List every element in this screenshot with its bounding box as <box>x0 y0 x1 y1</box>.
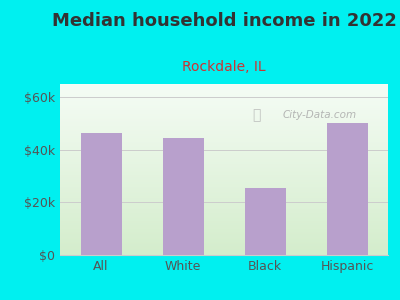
Text: City-Data.com: City-Data.com <box>283 110 357 120</box>
Bar <box>244 188 286 255</box>
Bar <box>162 138 204 255</box>
Text: ⦾: ⦾ <box>253 108 261 122</box>
Bar <box>80 133 122 255</box>
Text: Rockdale, IL: Rockdale, IL <box>182 60 266 74</box>
Bar <box>326 124 368 255</box>
Text: Median household income in 2022: Median household income in 2022 <box>52 12 396 30</box>
